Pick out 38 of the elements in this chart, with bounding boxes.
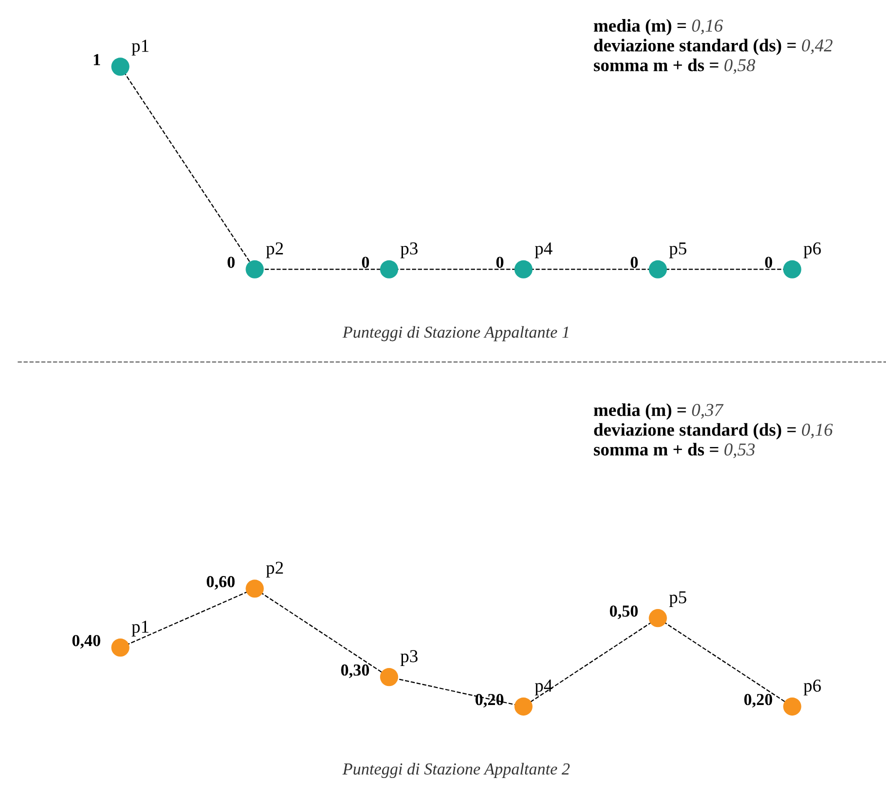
- category-label: p6: [804, 680, 821, 696]
- data-label: 0: [362, 256, 370, 268]
- data-label: 0: [496, 256, 504, 268]
- point: [380, 668, 398, 686]
- category-label: p4: [534, 242, 552, 258]
- data-label: 0: [630, 256, 638, 268]
- point: [246, 580, 264, 598]
- data-label: 0,50: [610, 605, 638, 620]
- annotation: somma m + ds = 0,58: [594, 58, 756, 74]
- category-label: p3: [400, 242, 418, 258]
- category-label: p5: [669, 591, 686, 607]
- text: somma m + ds = 0,53: [594, 442, 755, 458]
- data-label: 0: [765, 256, 772, 268]
- text: media (m) = 0,16: [594, 19, 723, 36]
- data-label: 0,30: [341, 664, 370, 678]
- text: deviazione standard (ds) = 0,42: [594, 38, 832, 56]
- text: media (m) = 0,37: [594, 403, 724, 420]
- data-label: 0,40: [72, 634, 100, 649]
- category-label: p5: [669, 242, 686, 258]
- data-label: 0,20: [476, 694, 504, 708]
- text: deviazione standard (ds) = 0,16: [594, 423, 833, 440]
- category-label: p1: [132, 40, 148, 56]
- point: [514, 697, 533, 716]
- category-label: p6: [804, 242, 821, 258]
- point: [648, 609, 667, 628]
- data-label: 0,20: [744, 694, 772, 708]
- category-label: p1: [132, 620, 148, 636]
- data-label: 0,60: [206, 576, 235, 590]
- point: [111, 638, 130, 657]
- point: [783, 697, 802, 716]
- data-label: 0: [228, 256, 235, 268]
- text: Punteggi di Stazione Appaltante 1: [342, 326, 568, 342]
- category-label: p2: [266, 242, 283, 258]
- data-label: 1: [94, 54, 100, 66]
- category-label: p4: [534, 680, 552, 696]
- category-label: p3: [400, 650, 418, 666]
- category-label: p2: [266, 562, 283, 578]
- text: Punteggi di Stazione Appaltante 2: [342, 762, 570, 778]
